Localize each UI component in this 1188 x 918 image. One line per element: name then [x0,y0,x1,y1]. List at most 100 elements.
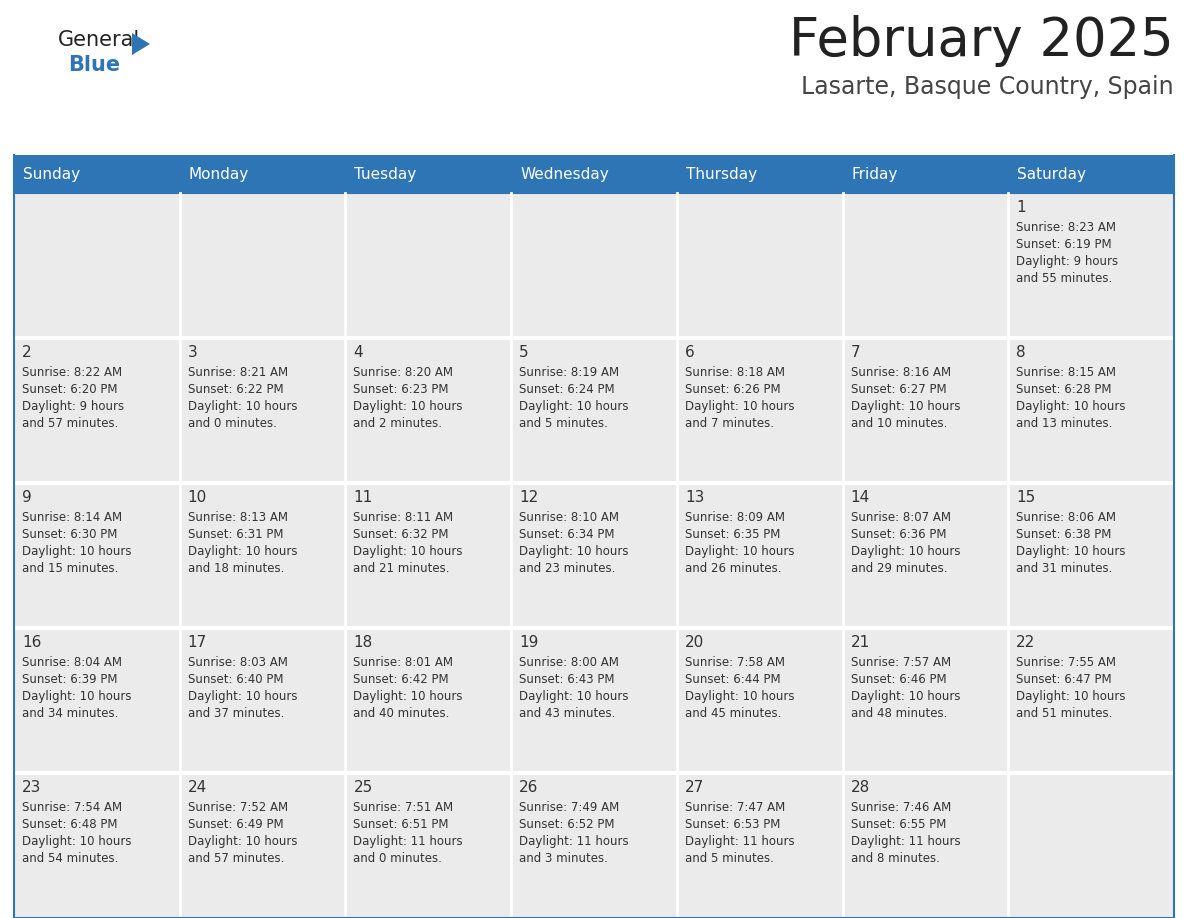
Text: Sunset: 6:34 PM: Sunset: 6:34 PM [519,528,614,541]
Polygon shape [511,193,677,338]
Text: 16: 16 [23,635,42,650]
Text: Sunrise: 8:09 AM: Sunrise: 8:09 AM [684,511,785,524]
Text: Sunset: 6:24 PM: Sunset: 6:24 PM [519,383,614,396]
Text: Sunset: 6:22 PM: Sunset: 6:22 PM [188,383,284,396]
Polygon shape [1009,628,1174,773]
Text: Sunrise: 8:01 AM: Sunrise: 8:01 AM [353,656,454,669]
Text: Daylight: 11 hours: Daylight: 11 hours [684,835,795,848]
Text: 26: 26 [519,780,538,795]
Text: Daylight: 10 hours: Daylight: 10 hours [188,400,297,413]
Text: and 40 minutes.: and 40 minutes. [353,707,450,720]
Text: Sunset: 6:27 PM: Sunset: 6:27 PM [851,383,946,396]
Polygon shape [842,338,1009,483]
Text: and 57 minutes.: and 57 minutes. [188,852,284,865]
Polygon shape [511,483,677,628]
Text: Daylight: 10 hours: Daylight: 10 hours [519,400,628,413]
Text: and 23 minutes.: and 23 minutes. [519,562,615,575]
Text: Sunrise: 8:13 AM: Sunrise: 8:13 AM [188,511,287,524]
Polygon shape [842,628,1009,773]
Text: Sunrise: 7:51 AM: Sunrise: 7:51 AM [353,801,454,814]
Text: Thursday: Thursday [685,166,757,182]
Text: Monday: Monday [189,166,249,182]
Text: Sunrise: 8:22 AM: Sunrise: 8:22 AM [23,366,122,379]
Text: Sunset: 6:46 PM: Sunset: 6:46 PM [851,673,946,686]
Text: 10: 10 [188,490,207,505]
Polygon shape [1009,483,1174,628]
Text: Sunrise: 8:00 AM: Sunrise: 8:00 AM [519,656,619,669]
Text: and 7 minutes.: and 7 minutes. [684,417,773,430]
Text: Sunrise: 8:03 AM: Sunrise: 8:03 AM [188,656,287,669]
Text: and 43 minutes.: and 43 minutes. [519,707,615,720]
Text: and 2 minutes.: and 2 minutes. [353,417,442,430]
Text: Tuesday: Tuesday [354,166,417,182]
Polygon shape [346,155,511,193]
Text: Sunrise: 7:49 AM: Sunrise: 7:49 AM [519,801,619,814]
Text: Daylight: 10 hours: Daylight: 10 hours [519,545,628,558]
Text: Sunrise: 7:58 AM: Sunrise: 7:58 AM [684,656,785,669]
Polygon shape [677,628,842,773]
Text: 6: 6 [684,345,695,360]
Polygon shape [1009,193,1174,338]
Polygon shape [179,155,346,193]
Polygon shape [346,628,511,773]
Polygon shape [346,773,511,918]
Text: 14: 14 [851,490,870,505]
Text: Sunrise: 7:55 AM: Sunrise: 7:55 AM [1016,656,1117,669]
Polygon shape [179,338,346,483]
Polygon shape [346,193,511,338]
Text: 15: 15 [1016,490,1036,505]
Text: Sunrise: 8:19 AM: Sunrise: 8:19 AM [519,366,619,379]
Text: 25: 25 [353,780,373,795]
Text: and 51 minutes.: and 51 minutes. [1016,707,1113,720]
Text: Sunrise: 8:16 AM: Sunrise: 8:16 AM [851,366,950,379]
Polygon shape [1009,773,1174,918]
Text: Sunset: 6:42 PM: Sunset: 6:42 PM [353,673,449,686]
Text: Daylight: 10 hours: Daylight: 10 hours [188,690,297,703]
Text: Daylight: 9 hours: Daylight: 9 hours [1016,255,1118,268]
Polygon shape [179,193,346,338]
Text: Sunset: 6:39 PM: Sunset: 6:39 PM [23,673,118,686]
Polygon shape [179,773,346,918]
Text: and 37 minutes.: and 37 minutes. [188,707,284,720]
Polygon shape [346,338,511,483]
Polygon shape [511,338,677,483]
Text: 9: 9 [23,490,32,505]
Text: and 18 minutes.: and 18 minutes. [188,562,284,575]
Text: Daylight: 10 hours: Daylight: 10 hours [353,545,463,558]
Text: Daylight: 10 hours: Daylight: 10 hours [851,400,960,413]
Polygon shape [677,483,842,628]
Text: Daylight: 10 hours: Daylight: 10 hours [684,400,795,413]
Text: Sunrise: 8:11 AM: Sunrise: 8:11 AM [353,511,454,524]
Polygon shape [677,193,842,338]
Polygon shape [1009,338,1174,483]
Polygon shape [842,155,1009,193]
Text: 2: 2 [23,345,32,360]
Text: Sunrise: 8:06 AM: Sunrise: 8:06 AM [1016,511,1117,524]
Polygon shape [511,773,677,918]
Text: Sunset: 6:43 PM: Sunset: 6:43 PM [519,673,614,686]
Text: Daylight: 10 hours: Daylight: 10 hours [188,545,297,558]
Polygon shape [14,155,179,193]
Polygon shape [842,483,1009,628]
Text: 22: 22 [1016,635,1036,650]
Polygon shape [677,338,842,483]
Text: Sunrise: 8:20 AM: Sunrise: 8:20 AM [353,366,454,379]
Text: and 10 minutes.: and 10 minutes. [851,417,947,430]
Polygon shape [1009,155,1174,193]
Text: 21: 21 [851,635,870,650]
Polygon shape [14,628,179,773]
Text: and 21 minutes.: and 21 minutes. [353,562,450,575]
Text: and 8 minutes.: and 8 minutes. [851,852,940,865]
Text: Sunrise: 8:18 AM: Sunrise: 8:18 AM [684,366,785,379]
Text: Sunset: 6:47 PM: Sunset: 6:47 PM [1016,673,1112,686]
Text: Daylight: 10 hours: Daylight: 10 hours [684,690,795,703]
Text: Daylight: 10 hours: Daylight: 10 hours [851,545,960,558]
Text: and 5 minutes.: and 5 minutes. [684,852,773,865]
Text: Sunrise: 7:57 AM: Sunrise: 7:57 AM [851,656,950,669]
Text: Sunrise: 8:15 AM: Sunrise: 8:15 AM [1016,366,1117,379]
Text: and 34 minutes.: and 34 minutes. [23,707,119,720]
Text: and 26 minutes.: and 26 minutes. [684,562,782,575]
Text: and 45 minutes.: and 45 minutes. [684,707,782,720]
Text: 11: 11 [353,490,373,505]
Text: Sunset: 6:19 PM: Sunset: 6:19 PM [1016,238,1112,251]
